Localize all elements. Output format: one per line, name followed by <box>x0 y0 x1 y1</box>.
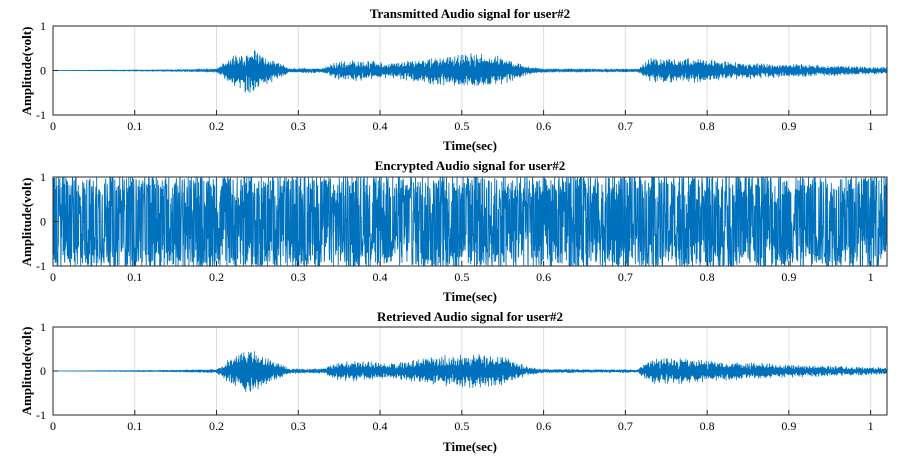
x-tick-label: 0.2 <box>209 419 224 433</box>
x-tick-label: 0.5 <box>454 119 469 133</box>
panel-1-xlabel: Time(sec) <box>443 138 497 153</box>
panel-encrypted: Encrypted Audio signal for user#2 0 0.1 0.… <box>19 158 888 304</box>
x-tick-label: 0.3 <box>291 119 306 133</box>
y-tick-label: 0 <box>40 64 46 78</box>
x-tick-label: 0.9 <box>781 419 796 433</box>
x-tick-label: 0.6 <box>536 270 551 284</box>
x-tick-label: 0.3 <box>291 270 306 284</box>
x-tick-label: 0.6 <box>536 419 551 433</box>
panel-1-title: Transmitted Audio signal for user#2 <box>370 6 570 21</box>
x-tick-label: 0.7 <box>618 119 633 133</box>
panel-transmitted: Transmitted Audio signal for user#2 0 0.1… <box>19 6 888 153</box>
panel-3-ticks: 0 0.1 0.2 0.3 0.4 0.5 0.6 0.7 0.8 0.9 1 1 0 -1 <box>36 320 874 433</box>
y-tick-label: 0 <box>40 364 46 378</box>
x-tick-label: 1 <box>868 270 874 284</box>
x-tick-label: 0 <box>50 119 56 133</box>
x-tick-label: 0 <box>50 419 56 433</box>
x-tick-label: 0.3 <box>291 419 306 433</box>
panel-1-ticks: 0 0.1 0.2 0.3 0.4 0.5 0.6 0.7 0.8 0.9 1 1 0 -1 <box>36 19 874 133</box>
panel-2-signal <box>52 176 888 267</box>
panel-3-xlabel: Time(sec) <box>443 439 497 454</box>
x-tick-label: 0.8 <box>700 419 715 433</box>
signal-trace <box>52 176 888 267</box>
x-tick-label: 0.1 <box>127 419 142 433</box>
x-tick-label: 0.7 <box>618 270 633 284</box>
panel-1-signal <box>52 50 888 93</box>
x-tick-label: 0.9 <box>781 270 796 284</box>
x-tick-label: 0.8 <box>700 270 715 284</box>
panel-3-signal <box>52 351 888 393</box>
x-tick-label: 0.5 <box>454 419 469 433</box>
signal-trace <box>52 50 888 93</box>
panel-2-xlabel: Time(sec) <box>443 289 497 304</box>
signal-trace <box>52 351 888 393</box>
x-tick-label: 0 <box>50 270 56 284</box>
y-tick-label: 1 <box>40 320 46 334</box>
x-tick-label: 0.4 <box>373 119 388 133</box>
y-tick-label: -1 <box>36 259 46 273</box>
panel-1-ylabel: Amplitude(volt) <box>19 27 34 116</box>
y-tick-label: 0 <box>40 215 46 229</box>
y-tick-label: 1 <box>40 19 46 33</box>
panel-3-ylabel: Amplitude(volt) <box>19 327 34 416</box>
y-tick-label: 1 <box>40 170 46 184</box>
x-tick-label: 0.2 <box>209 119 224 133</box>
panel-2-ticks: 0 0.1 0.2 0.3 0.4 0.5 0.6 0.7 0.8 0.9 1 1 0 -1 <box>36 170 874 284</box>
y-tick-label: -1 <box>36 108 46 122</box>
x-tick-label: 0.5 <box>454 270 469 284</box>
x-tick-label: 0.4 <box>373 270 388 284</box>
x-tick-label: 0.1 <box>127 270 142 284</box>
panel-retrieved: Retrieved Audio signal for user#2 0 0.1 0.… <box>19 309 888 454</box>
panel-2-title: Encrypted Audio signal for user#2 <box>375 158 565 173</box>
x-tick-label: 0.7 <box>618 419 633 433</box>
x-tick-label: 0.2 <box>209 270 224 284</box>
x-tick-label: 0.4 <box>373 419 388 433</box>
x-tick-label: 1 <box>868 419 874 433</box>
x-tick-label: 0.6 <box>536 119 551 133</box>
x-tick-label: 0.1 <box>127 119 142 133</box>
x-tick-label: 1 <box>868 119 874 133</box>
x-tick-label: 0.8 <box>700 119 715 133</box>
x-tick-label: 0.9 <box>781 119 796 133</box>
y-tick-label: -1 <box>36 408 46 422</box>
panel-2-ylabel: Amplitude(volt) <box>19 178 34 267</box>
panel-3-title: Retrieved Audio signal for user#2 <box>377 309 563 324</box>
